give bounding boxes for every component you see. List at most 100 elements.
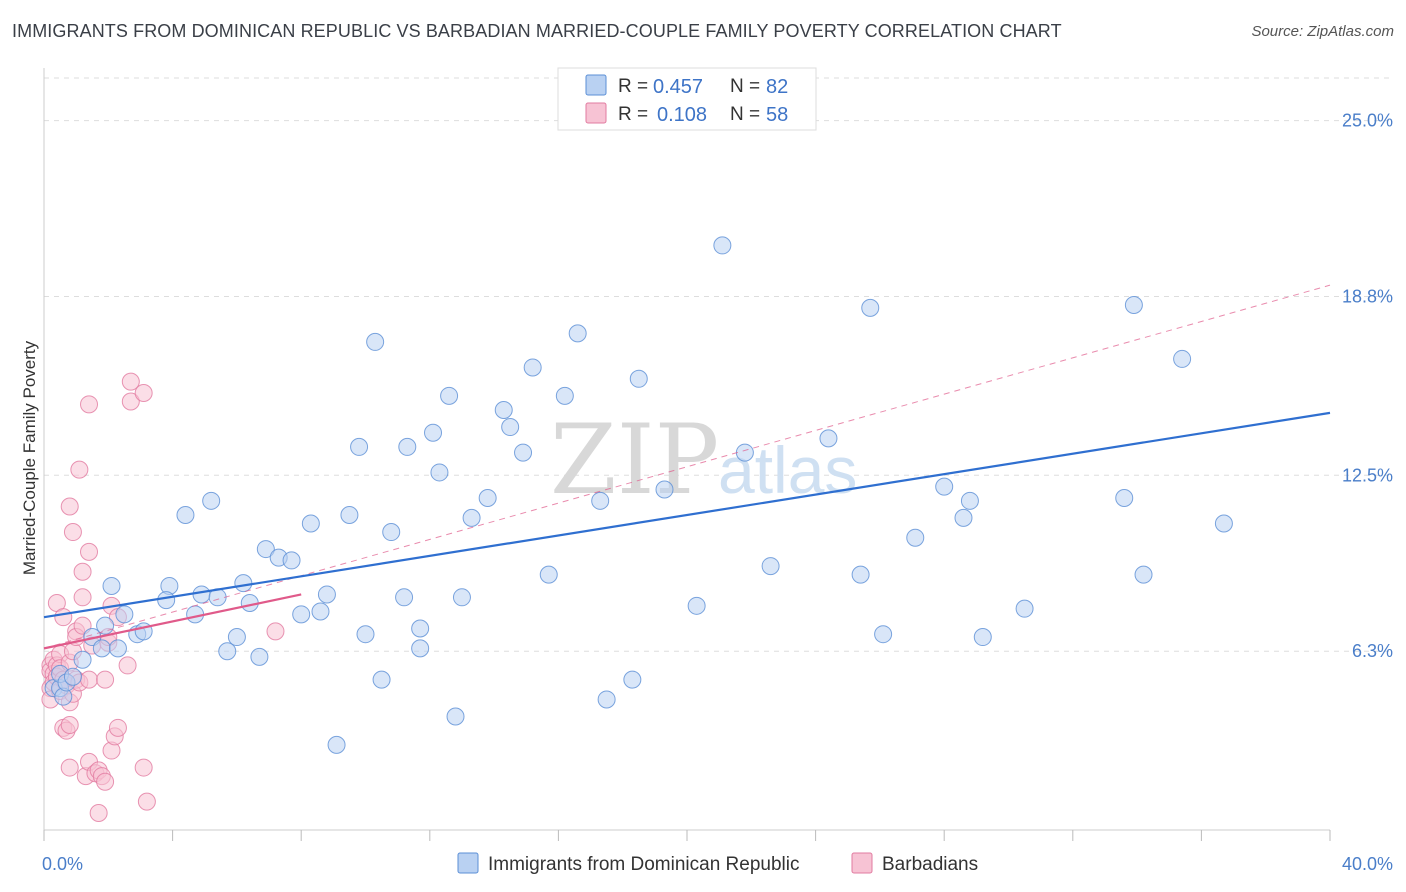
watermark-zip: ZIP bbox=[550, 404, 719, 516]
dominican-point bbox=[1124, 296, 1143, 315]
barbadian-point bbox=[73, 562, 92, 581]
dominican-point bbox=[92, 639, 111, 658]
dominican-point bbox=[539, 565, 558, 584]
dominican-point bbox=[954, 508, 973, 527]
dominican-point bbox=[398, 437, 417, 456]
dominican-point bbox=[186, 605, 205, 624]
source-credit: Source: ZipAtlas.com bbox=[1251, 23, 1394, 40]
dominican-point bbox=[568, 324, 587, 343]
dominican-point bbox=[687, 596, 706, 615]
dominican-point bbox=[591, 491, 610, 510]
barbadian-point bbox=[89, 803, 108, 822]
dominican-point bbox=[108, 639, 127, 658]
dominican-point bbox=[340, 506, 359, 525]
barbadian-point bbox=[70, 460, 89, 479]
barbadian-point bbox=[73, 588, 92, 607]
dominican-point bbox=[935, 477, 954, 496]
y-tick-label: 25.0% bbox=[1342, 111, 1393, 131]
dominican-point bbox=[555, 386, 574, 405]
dominican-point bbox=[317, 585, 336, 604]
legend-r-value-pink: 0.108 bbox=[657, 104, 707, 126]
legend-n-label-pink: N = bbox=[730, 104, 760, 125]
bottom-legend-swatch-dominican bbox=[457, 852, 479, 874]
dominican-point bbox=[311, 602, 330, 621]
bottom-legend-label-dominican: Immigrants from Dominican Republic bbox=[488, 854, 800, 875]
dominican-point bbox=[356, 625, 375, 644]
y-tick-label: 12.5% bbox=[1342, 465, 1393, 485]
dominican-point bbox=[851, 565, 870, 584]
y-tick-label: 18.8% bbox=[1342, 287, 1393, 307]
legend-n-value-blue: 82 bbox=[766, 76, 788, 98]
barbadian-trend-line bbox=[43, 593, 302, 650]
dominican-point bbox=[424, 423, 443, 442]
bottom-legend-swatch-barbadian bbox=[851, 852, 873, 874]
dominican-point bbox=[655, 480, 674, 499]
dominican-point bbox=[1115, 488, 1134, 507]
dominican-point bbox=[501, 418, 520, 437]
dominican-point bbox=[523, 358, 542, 377]
dominican-point bbox=[234, 574, 253, 593]
dominican-point bbox=[102, 576, 121, 595]
dominican-point bbox=[462, 508, 481, 527]
dominican-point bbox=[250, 647, 269, 666]
barbadian-point bbox=[80, 395, 99, 414]
dominican-point bbox=[395, 588, 414, 607]
chart-title: IMMIGRANTS FROM DOMINICAN REPUBLIC VS BA… bbox=[12, 21, 1062, 41]
dominican-point bbox=[411, 619, 430, 638]
dominican-point bbox=[1214, 514, 1233, 533]
barbadian-point bbox=[54, 608, 73, 627]
x-tick-label: 40.0% bbox=[1342, 854, 1393, 874]
dominican-point bbox=[350, 437, 369, 456]
barbadian-point bbox=[108, 718, 127, 737]
dominican-point bbox=[494, 401, 513, 420]
dominican-point bbox=[366, 332, 385, 351]
barbadian-point bbox=[266, 622, 285, 641]
dominican-point bbox=[478, 488, 497, 507]
y-tick-label: 6.3% bbox=[1352, 641, 1393, 661]
dominican-point bbox=[1134, 565, 1153, 584]
dominican-point bbox=[713, 236, 732, 255]
legend-r-label-blue: R = bbox=[618, 76, 648, 97]
dominican-point bbox=[218, 642, 237, 661]
grid-lines bbox=[44, 77, 1392, 652]
barbadian-trend-extension bbox=[43, 284, 1331, 649]
barbadian-point bbox=[134, 758, 153, 777]
barbadian-point bbox=[121, 392, 140, 411]
y-axis-label: Married-Couple Family Poverty bbox=[20, 340, 39, 575]
bottom-legend-label-barbadian: Barbadians bbox=[882, 854, 978, 875]
dominican-point bbox=[292, 605, 311, 624]
correlation-legend: R = 0.457 N = 82 R = 0.108 N = 58 bbox=[557, 67, 817, 131]
dominican-point bbox=[1015, 599, 1034, 618]
barbadian-point bbox=[121, 372, 140, 391]
dominican-point bbox=[874, 625, 893, 644]
x-tick-label: 0.0% bbox=[42, 854, 83, 874]
barbadian-point bbox=[134, 383, 153, 402]
legend-swatch-blue bbox=[585, 74, 607, 96]
dominican-point bbox=[597, 690, 616, 709]
dominican-point bbox=[960, 491, 979, 510]
dominican-point bbox=[327, 735, 346, 754]
dominican-point bbox=[1173, 349, 1192, 368]
dominican-point bbox=[115, 605, 134, 624]
barbadian-point bbox=[137, 792, 156, 811]
dominican-point bbox=[861, 298, 880, 317]
barbadian-point bbox=[118, 656, 137, 675]
barbadian-point bbox=[60, 716, 79, 735]
barbadian-point bbox=[60, 497, 79, 516]
barbadian-point bbox=[96, 772, 115, 791]
dominican-point bbox=[202, 491, 221, 510]
dominican-point bbox=[301, 514, 320, 533]
tick-labels: 6.3% 12.5% 18.8% 25.0% 0.0% 40.0% bbox=[42, 111, 1393, 874]
barbadian-point bbox=[80, 670, 99, 689]
dominican-point bbox=[906, 528, 925, 547]
dominican-point bbox=[73, 650, 92, 669]
dominican-point bbox=[382, 523, 401, 542]
dominican-point bbox=[514, 443, 533, 462]
dominican-point bbox=[446, 707, 465, 726]
barbadian-point bbox=[96, 670, 115, 689]
series-legend: Immigrants from Dominican Republic Barba… bbox=[457, 852, 978, 875]
dominican-point bbox=[176, 506, 195, 525]
dominican-point bbox=[430, 463, 449, 482]
dominican-point bbox=[629, 369, 648, 388]
